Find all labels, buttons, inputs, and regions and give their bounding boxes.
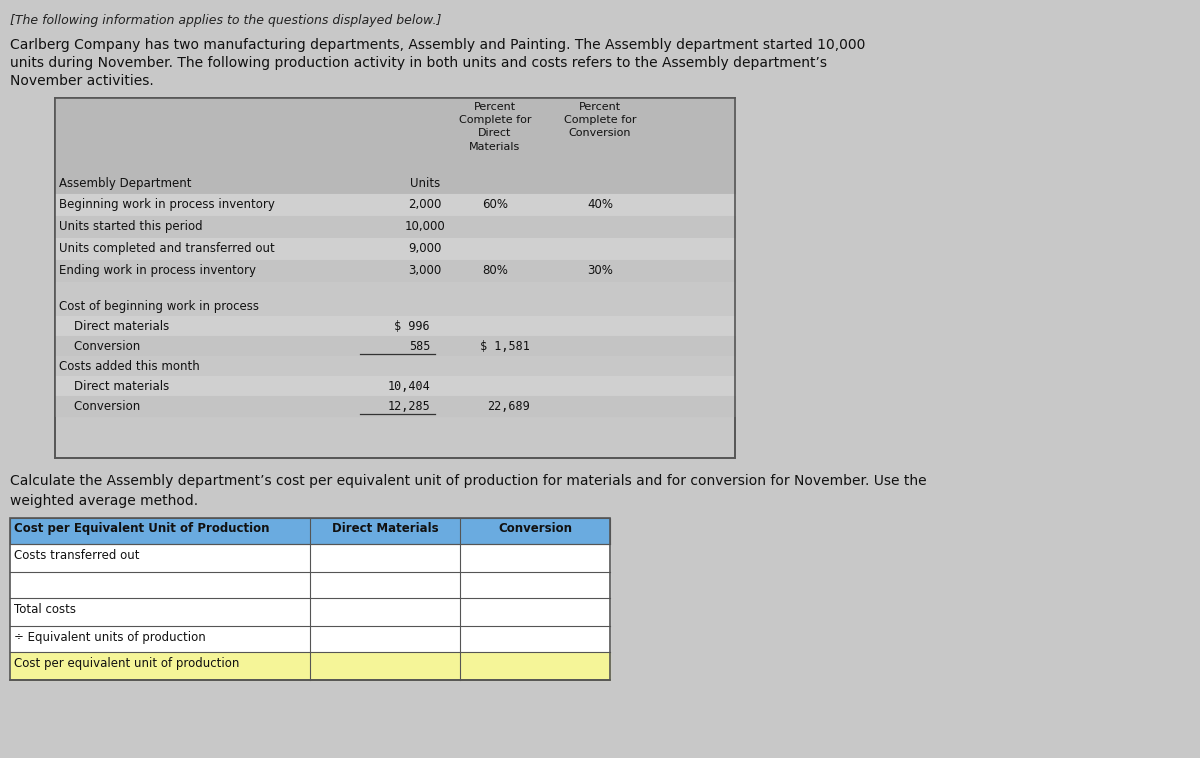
Bar (10, 626, 610, 652)
Text: Beginning work in process inventory: Beginning work in process inventory (59, 198, 275, 211)
Bar (10, 652, 610, 680)
Text: 10,404: 10,404 (388, 380, 430, 393)
Text: Cost per equivalent unit of production: Cost per equivalent unit of production (14, 657, 239, 670)
Bar (55, 238, 734, 260)
Bar (55, 336, 734, 356)
Text: Percent
Complete for
Direct
Materials: Percent Complete for Direct Materials (458, 102, 532, 152)
Bar (10, 518, 610, 680)
Bar (55, 260, 734, 282)
Bar (10, 544, 610, 572)
Text: Costs transferred out: Costs transferred out (14, 549, 139, 562)
Text: $ 1,581: $ 1,581 (480, 340, 530, 353)
Text: Units: Units (410, 177, 440, 190)
Text: ÷ Equivalent units of production: ÷ Equivalent units of production (14, 631, 205, 644)
Text: Direct materials: Direct materials (59, 320, 169, 333)
Bar (10, 598, 610, 626)
Bar (10, 518, 610, 544)
Text: 9,000: 9,000 (408, 242, 442, 255)
Text: 10,000: 10,000 (404, 220, 445, 233)
Bar (55, 282, 734, 296)
Bar (55, 98, 734, 174)
Text: Assembly Department: Assembly Department (59, 177, 192, 190)
Text: weighted average method.: weighted average method. (10, 494, 198, 508)
Bar (55, 316, 734, 336)
Bar (55, 194, 734, 216)
Text: Cost of beginning work in process: Cost of beginning work in process (59, 300, 259, 313)
Text: Units completed and transferred out: Units completed and transferred out (59, 242, 275, 255)
Bar (55, 356, 734, 376)
Text: units during November. The following production activity in both units and costs: units during November. The following pro… (10, 56, 827, 70)
Text: 30%: 30% (587, 264, 613, 277)
Text: 585: 585 (409, 340, 430, 353)
Text: 3,000: 3,000 (408, 264, 442, 277)
Text: Conversion: Conversion (59, 340, 140, 353)
Bar (10, 572, 610, 598)
Bar (55, 296, 734, 316)
Text: 80%: 80% (482, 264, 508, 277)
Text: 40%: 40% (587, 198, 613, 211)
Text: 22,689: 22,689 (487, 400, 530, 413)
Text: November activities.: November activities. (10, 74, 154, 88)
Text: Conversion: Conversion (59, 400, 140, 413)
Text: [The following information applies to the questions displayed below.]: [The following information applies to th… (10, 14, 442, 27)
Text: Direct Materials: Direct Materials (331, 522, 438, 535)
Text: 2,000: 2,000 (408, 198, 442, 211)
Bar (55, 376, 734, 396)
Text: Direct materials: Direct materials (59, 380, 169, 393)
Bar (55, 396, 734, 416)
Text: Total costs: Total costs (14, 603, 76, 616)
Text: Conversion: Conversion (498, 522, 572, 535)
Text: 12,285: 12,285 (388, 400, 430, 413)
Text: 60%: 60% (482, 198, 508, 211)
Text: $ 996: $ 996 (395, 320, 430, 333)
Text: Percent
Complete for
Conversion: Percent Complete for Conversion (564, 102, 636, 139)
Bar (55, 174, 734, 194)
Bar (55, 98, 734, 458)
Text: Costs added this month: Costs added this month (59, 360, 199, 373)
Text: Calculate the Assembly department’s cost per equivalent unit of production for m: Calculate the Assembly department’s cost… (10, 474, 926, 488)
Text: Units started this period: Units started this period (59, 220, 203, 233)
Text: Ending work in process inventory: Ending work in process inventory (59, 264, 256, 277)
Text: Carlberg Company has two manufacturing departments, Assembly and Painting. The A: Carlberg Company has two manufacturing d… (10, 38, 865, 52)
Bar (55, 216, 734, 238)
Text: Cost per Equivalent Unit of Production: Cost per Equivalent Unit of Production (14, 522, 270, 535)
